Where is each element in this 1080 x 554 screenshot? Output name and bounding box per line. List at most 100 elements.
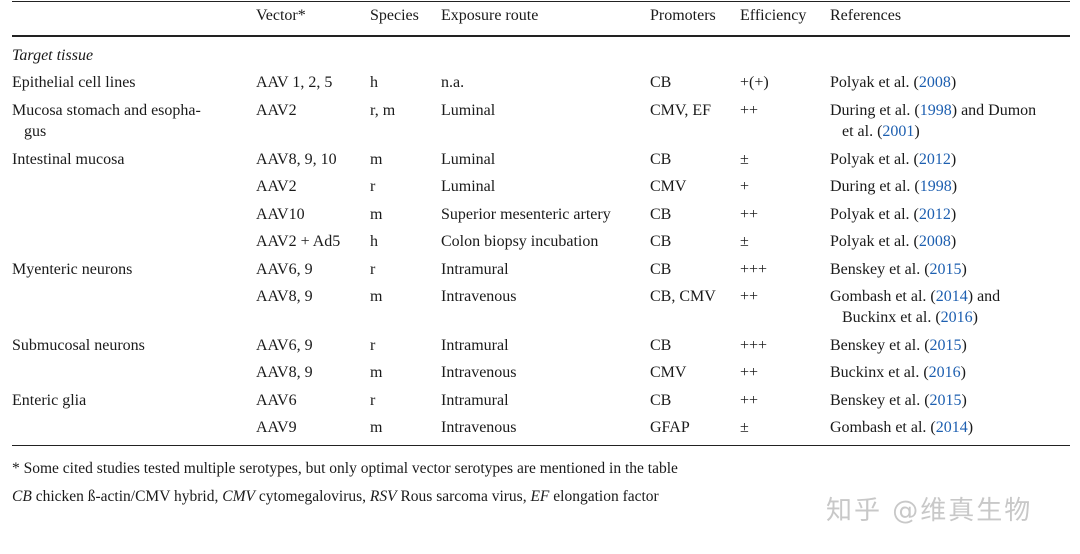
cell-vector: AAV10: [256, 206, 305, 223]
cell-target-tissue: Intestinal mucosa: [12, 151, 125, 168]
reference-text: ): [950, 74, 957, 91]
header-promoters: Promoters: [650, 7, 716, 24]
cell-exposure-route: n.a.: [441, 74, 465, 91]
reference-text: ): [950, 206, 957, 223]
reference-text: Polyak et al. (: [830, 233, 919, 250]
cell-vector: AAV2: [256, 102, 297, 119]
cell-promoter: CB: [650, 337, 672, 354]
cell-promoter: CB: [650, 233, 672, 250]
reference-text: Benskey et al. (: [830, 261, 930, 278]
reference-year-link[interactable]: 2012: [918, 151, 951, 168]
cell-exposure-route: Intramural: [441, 337, 509, 354]
header-references: References: [830, 7, 902, 24]
reference-text: ): [951, 178, 958, 195]
reference-text: ): [972, 309, 978, 326]
reference-year-link[interactable]: 2015: [929, 337, 962, 354]
cell-reference: Polyak et al. (2012): [830, 150, 956, 170]
table-top-rule: [12, 1, 1070, 3]
watermark: 知乎 @维真生物: [826, 496, 1033, 526]
abbr-key: CB: [12, 488, 32, 505]
cell-vector: AAV9: [256, 419, 297, 436]
cell-promoter: CB: [650, 261, 672, 278]
cell-promoter: GFAP: [650, 419, 690, 436]
cell-reference-cont: Buckinx et al. (2016): [830, 308, 978, 328]
cell-species: m: [370, 364, 383, 381]
cell-species: r: [370, 392, 376, 409]
cell-promoter: CMV, EF: [650, 102, 712, 119]
cell-reference: Benskey et al. (2015): [830, 391, 967, 411]
footnote-abbreviations: CB chicken ß-actin/CMV hybrid, CMV cytom…: [12, 487, 659, 507]
reference-year-link[interactable]: 2015: [929, 261, 962, 278]
reference-text: ) and Dumon: [951, 102, 1037, 119]
cell-efficiency: +++: [740, 261, 768, 278]
cell-reference: Gombash et al. (2014) and: [830, 287, 1000, 307]
cell-species: h: [370, 74, 378, 91]
abbr-key: EF: [530, 488, 550, 505]
header-efficiency: Efficiency: [740, 7, 807, 24]
cell-reference: During et al. (1998) and Dumon: [830, 101, 1036, 121]
cell-vector: AAV6: [256, 392, 297, 409]
reference-year-link[interactable]: 2012: [918, 206, 951, 223]
cell-efficiency: ++: [740, 288, 759, 305]
reference-text: Gombash et al. (: [830, 288, 936, 305]
cell-reference: Polyak et al. (2008): [830, 232, 956, 252]
cell-reference-cont: et al. (2001): [830, 122, 920, 142]
reference-year-link[interactable]: 2008: [918, 74, 951, 91]
reference-text: ) and: [967, 288, 1001, 305]
cell-efficiency: ++: [740, 102, 759, 119]
cell-efficiency: ++: [740, 364, 759, 381]
reference-text: ): [961, 261, 967, 278]
abbr-key: CMV: [222, 488, 255, 505]
cell-species: m: [370, 288, 383, 305]
cell-species: r, m: [370, 102, 396, 119]
cell-vector: AAV8, 9: [256, 364, 313, 381]
cell-promoter: CMV: [650, 364, 687, 381]
reference-text: Polyak et al. (: [830, 206, 919, 223]
reference-year-link[interactable]: 2014: [935, 288, 968, 305]
reference-text: Buckinx et al. (: [842, 309, 941, 326]
cell-species: h: [370, 233, 378, 250]
reference-year-link[interactable]: 1998: [919, 102, 952, 119]
reference-text: Benskey et al. (: [830, 337, 930, 354]
cell-efficiency: +(+): [740, 74, 769, 91]
cell-efficiency: ±: [740, 151, 749, 168]
reference-text: ): [961, 337, 967, 354]
cell-exposure-route: Intramural: [441, 261, 509, 278]
cell-vector: AAV6, 9: [256, 337, 313, 354]
reference-text: Buckinx et al. (: [830, 364, 929, 381]
cell-exposure-route: Intravenous: [441, 288, 517, 305]
reference-text: ): [914, 123, 920, 140]
cell-exposure-route: Intravenous: [441, 419, 517, 436]
abbr-value: cytomegalovirus,: [254, 488, 370, 505]
reference-year-link[interactable]: 2014: [935, 419, 968, 436]
header-exposure-route: Exposure route: [441, 7, 539, 24]
cell-promoter: CB: [650, 151, 672, 168]
cell-reference: Polyak et al. (2008): [830, 73, 956, 93]
cell-vector: AAV6, 9: [256, 261, 313, 278]
cell-species: r: [370, 337, 376, 354]
reference-text: ): [950, 233, 957, 250]
cell-reference: Benskey et al. (2015): [830, 260, 967, 280]
abbr-key: RSV: [369, 488, 397, 505]
reference-year-link[interactable]: 2001: [882, 123, 915, 140]
cell-reference: Benskey et al. (2015): [830, 336, 967, 356]
reference-year-link[interactable]: 1998: [919, 178, 952, 195]
cell-promoter: CB: [650, 206, 672, 223]
reference-text: Gombash et al. (: [830, 419, 936, 436]
abbr-value: Rous sarcoma virus,: [396, 488, 531, 505]
cell-species: m: [370, 206, 383, 223]
reference-year-link[interactable]: 2016: [940, 309, 973, 326]
cell-vector: AAV8, 9: [256, 288, 313, 305]
cell-exposure-route: Intravenous: [441, 364, 517, 381]
reference-year-link[interactable]: 2016: [928, 364, 961, 381]
reference-year-link[interactable]: 2008: [918, 233, 951, 250]
cell-target-tissue-cont: gus: [24, 123, 47, 140]
header-species: Species: [370, 7, 419, 24]
reference-year-link[interactable]: 2015: [929, 392, 962, 409]
reference-text: ): [961, 392, 967, 409]
cell-species: r: [370, 178, 376, 195]
cell-promoter: CB, CMV: [650, 288, 716, 305]
reference-text: ): [967, 419, 974, 436]
cell-vector: AAV2: [256, 178, 297, 195]
cell-efficiency: ±: [740, 233, 749, 250]
